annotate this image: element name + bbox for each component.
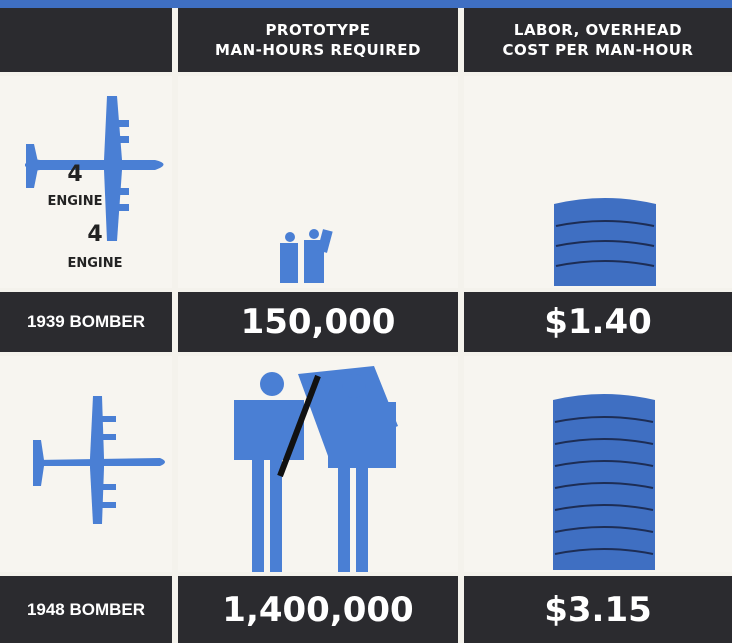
cost: $1.40 (464, 292, 732, 352)
people-icon (178, 76, 458, 288)
coin-stack (464, 76, 732, 288)
coin-stack (464, 356, 732, 572)
header-cell: LABOR, OVERHEAD COST PER MAN-HOUR (464, 8, 732, 72)
header-line: MAN-HOURS REQUIRED (215, 40, 421, 60)
header-blank (0, 8, 172, 72)
row-name: 1948 BOMBER (0, 576, 172, 643)
man-hours: 1,400,000 (178, 576, 458, 643)
engine-label: ENGINE (20, 194, 130, 209)
cost: $3.15 (464, 576, 732, 643)
engine-count: 4 (40, 162, 110, 187)
engine-count: 4 (60, 222, 130, 247)
man-hours: 150,000 (178, 292, 458, 352)
header-line: COST PER MAN-HOUR (503, 40, 694, 60)
page: PROTOTYPE MAN-HOURS REQUIRED LABOR, OVER… (0, 0, 732, 643)
plane-icon (0, 356, 172, 572)
header-line: LABOR, OVERHEAD (514, 20, 682, 40)
top-band (0, 0, 732, 8)
people-icon (178, 356, 458, 572)
header-line: PROTOTYPE (265, 20, 370, 40)
header-cell: PROTOTYPE MAN-HOURS REQUIRED (178, 8, 458, 72)
engine-label: ENGINE (40, 256, 150, 271)
row-name: 1939 BOMBER (0, 292, 172, 352)
